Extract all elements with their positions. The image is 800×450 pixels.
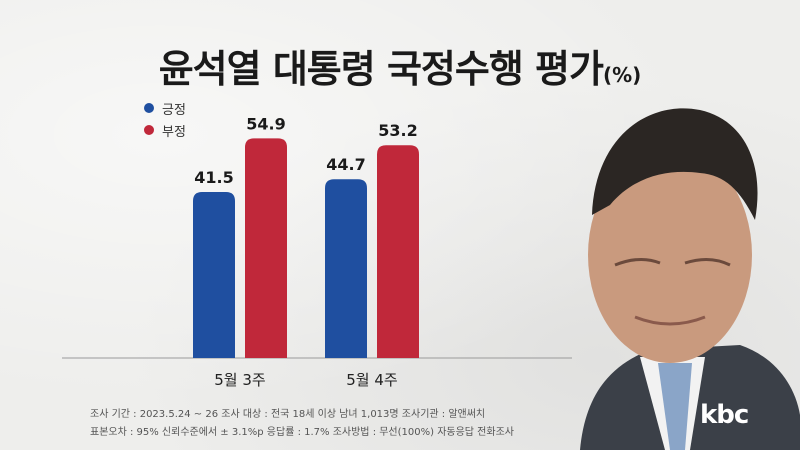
legend-label-positive: 긍정 [162,102,186,118]
survey-info-line-1: 조사 기간 : 2023.5.24 ~ 26 조사 대상 : 전국 18세 이상… [90,409,486,420]
president-photo [580,108,800,450]
category-label-1: 5월 3주 [214,371,265,389]
legend-swatch-positive [144,103,154,113]
value-label-positive-1: 41.5 [194,168,233,187]
chart-title-unit: (%) [602,63,642,87]
legend: 긍정 부정 [144,97,186,141]
bar-positive-1 [193,192,235,358]
chart-title-text: 윤석열 대통령 국정수행 평가 [158,47,604,91]
legend-item-positive: 긍정 [144,97,186,119]
category-label-2: 5월 4주 [346,371,397,389]
legend-swatch-negative [144,125,154,135]
value-label-negative-1: 54.9 [246,114,285,133]
legend-item-negative: 부정 [144,119,186,141]
legend-label-negative: 부정 [162,124,186,140]
bar-positive-2 [325,179,367,358]
value-label-positive-2: 44.7 [326,155,365,174]
bar-negative-1 [245,138,287,358]
survey-info-line-2: 표본오차 : 95% 신뢰수준에서 ± 3.1%p 응답률 : 1.7% 조사방… [90,427,514,438]
value-label-negative-2: 53.2 [378,121,417,140]
chart-title: 윤석열 대통령 국정수행 평가(%) [0,38,800,93]
bar-negative-2 [377,145,419,358]
broadcaster-logo: kbc [700,400,749,430]
